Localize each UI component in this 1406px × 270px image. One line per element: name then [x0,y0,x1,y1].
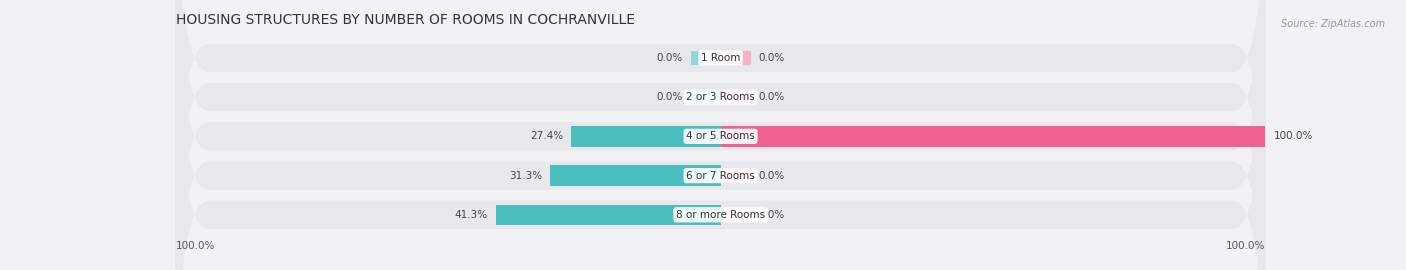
Bar [495,205,721,225]
Text: 0.0%: 0.0% [759,53,785,63]
FancyBboxPatch shape [176,0,1265,270]
Bar [690,51,721,65]
Text: 0.0%: 0.0% [759,210,785,220]
Text: 6 or 7 Rooms: 6 or 7 Rooms [686,171,755,181]
Text: 0.0%: 0.0% [759,171,785,181]
Text: 100.0%: 100.0% [1274,131,1313,141]
Bar [690,90,721,104]
Bar [550,166,721,186]
Text: 0.0%: 0.0% [759,92,785,102]
FancyBboxPatch shape [176,0,1265,270]
Bar [571,126,721,147]
Text: 1 Room: 1 Room [700,53,741,63]
Text: Source: ZipAtlas.com: Source: ZipAtlas.com [1281,19,1385,29]
Bar [721,51,751,65]
Text: 0.0%: 0.0% [657,92,682,102]
Text: 100.0%: 100.0% [1226,241,1265,251]
Text: 2 or 3 Rooms: 2 or 3 Rooms [686,92,755,102]
Bar [721,168,751,183]
Text: HOUSING STRUCTURES BY NUMBER OF ROOMS IN COCHRANVILLE: HOUSING STRUCTURES BY NUMBER OF ROOMS IN… [176,13,634,27]
FancyBboxPatch shape [176,0,1265,270]
FancyBboxPatch shape [176,0,1265,270]
Text: 8 or more Rooms: 8 or more Rooms [676,210,765,220]
Text: 100.0%: 100.0% [176,241,215,251]
Bar [721,126,1265,147]
Text: 27.4%: 27.4% [530,131,564,141]
Text: 0.0%: 0.0% [657,53,682,63]
Text: 31.3%: 31.3% [509,171,541,181]
Text: 4 or 5 Rooms: 4 or 5 Rooms [686,131,755,141]
Bar [721,90,751,104]
Text: 41.3%: 41.3% [454,210,488,220]
FancyBboxPatch shape [176,0,1265,270]
Bar [721,208,751,222]
